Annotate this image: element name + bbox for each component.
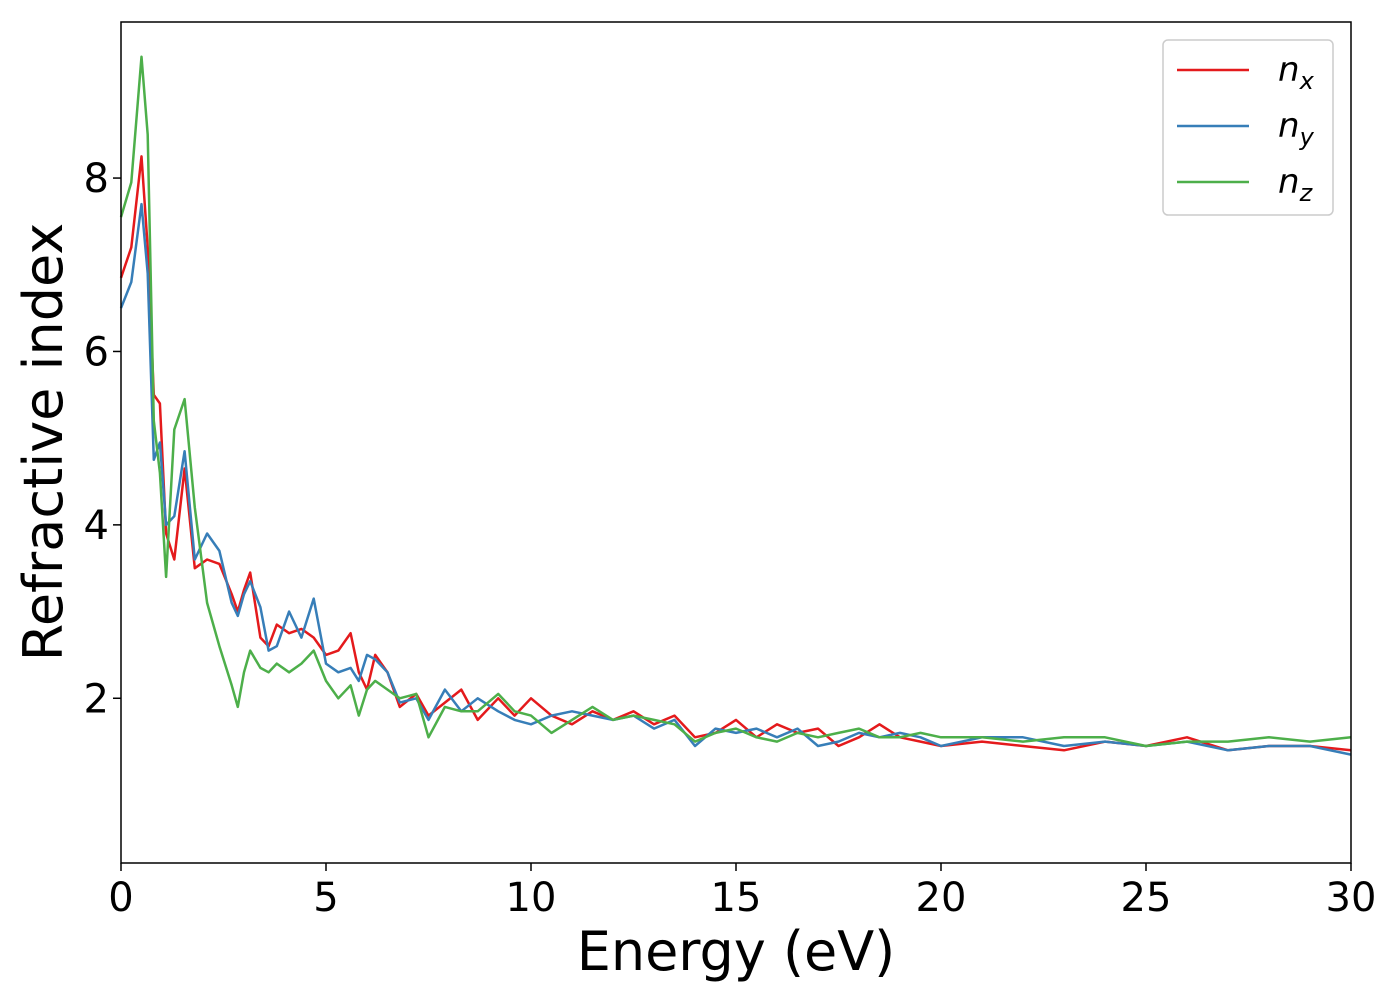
x-tick-label: 30 xyxy=(1326,875,1377,921)
series-line-nz xyxy=(119,55,1352,748)
y-tick-label: 4 xyxy=(84,503,109,549)
legend-box xyxy=(1162,39,1334,216)
x-tick-label: 20 xyxy=(916,875,967,921)
legend-label-base: n xyxy=(1278,50,1300,90)
legend-label-base: n xyxy=(1278,106,1300,146)
legend-label-nz: nz xyxy=(1278,162,1314,207)
x-axis-label: Energy (eV) xyxy=(577,920,896,983)
x-tick-label: 10 xyxy=(506,875,557,921)
series-line-nx xyxy=(119,155,1352,752)
x-axis-ticks: 0 5 10 15 20 25 30 xyxy=(108,863,1376,921)
y-axis-label: Refractive index xyxy=(12,223,75,662)
y-tick-label: 6 xyxy=(84,329,109,375)
legend-label-ny: ny xyxy=(1278,106,1315,151)
series-line-ny xyxy=(119,202,1352,756)
y-tick-label: 8 xyxy=(84,156,109,202)
y-axis-ticks: 2 4 6 8 xyxy=(84,156,121,722)
x-tick-label: 5 xyxy=(313,875,338,921)
x-tick-label: 0 xyxy=(108,875,133,921)
legend-label-subscript: x xyxy=(1299,67,1315,95)
legend-label-base: n xyxy=(1278,162,1300,202)
series-lines xyxy=(119,55,1352,756)
legend-label-nx: nx xyxy=(1278,50,1315,95)
y-tick-label: 2 xyxy=(84,676,109,722)
legend-label-subscript: y xyxy=(1299,123,1315,151)
x-tick-label: 25 xyxy=(1121,875,1172,921)
x-tick-label: 15 xyxy=(711,875,762,921)
legend-label-subscript: z xyxy=(1299,179,1314,207)
